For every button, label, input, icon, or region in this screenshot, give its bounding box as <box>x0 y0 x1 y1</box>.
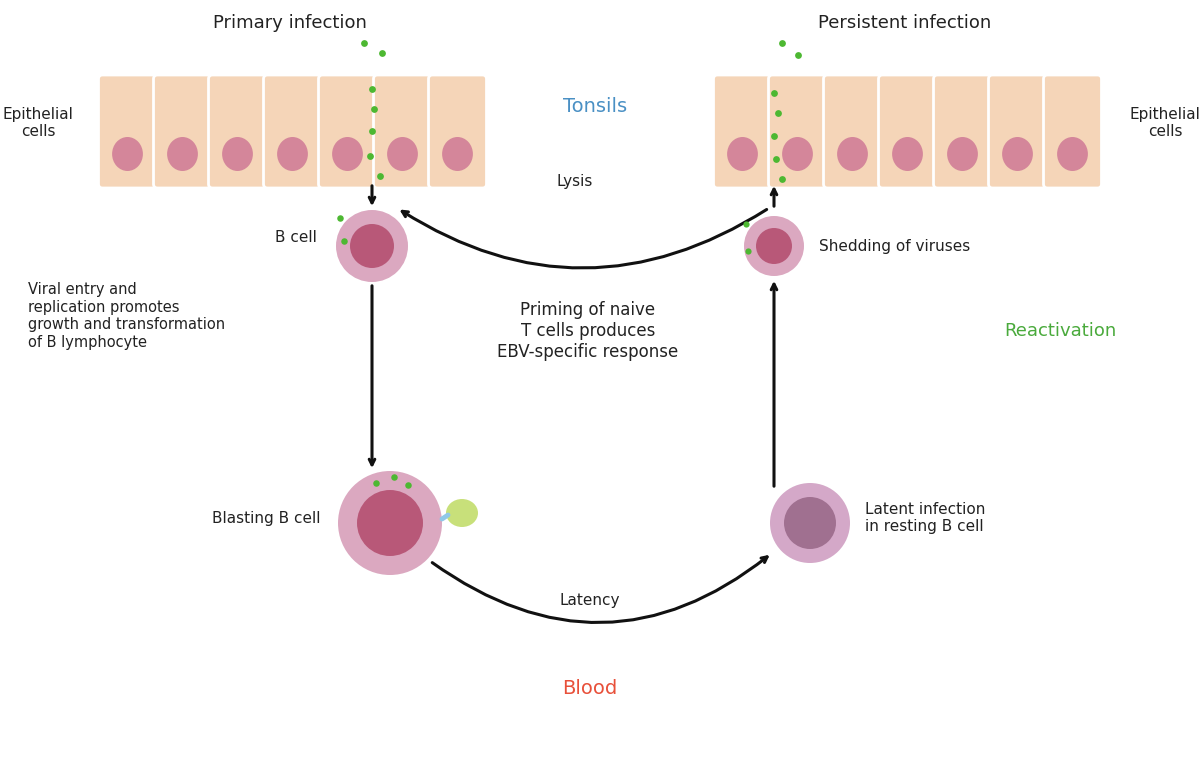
Text: Viral entry and
replication promotes
growth and transformation
of B lymphocyte: Viral entry and replication promotes gro… <box>28 282 226 349</box>
Text: Latent infection
in resting B cell: Latent infection in resting B cell <box>865 501 985 534</box>
Circle shape <box>350 224 394 268</box>
Point <box>362 125 382 137</box>
Point <box>764 130 784 142</box>
FancyBboxPatch shape <box>209 75 266 188</box>
Ellipse shape <box>277 137 308 171</box>
Point <box>372 47 391 59</box>
Circle shape <box>336 210 408 282</box>
Point <box>737 218 756 230</box>
Point <box>767 153 786 165</box>
Ellipse shape <box>838 137 868 171</box>
Ellipse shape <box>782 137 812 171</box>
Text: Epithelial
cells: Epithelial cells <box>2 107 73 139</box>
Ellipse shape <box>442 137 473 171</box>
Circle shape <box>744 216 804 276</box>
Circle shape <box>770 483 850 563</box>
FancyBboxPatch shape <box>373 75 432 188</box>
Point <box>354 37 373 49</box>
Ellipse shape <box>1057 137 1088 171</box>
Point <box>371 170 390 182</box>
Point <box>330 212 349 224</box>
FancyBboxPatch shape <box>823 75 882 188</box>
FancyBboxPatch shape <box>934 75 991 188</box>
Text: Epithelial
cells: Epithelial cells <box>1129 107 1200 139</box>
Text: Blood: Blood <box>563 680 618 699</box>
Circle shape <box>338 471 442 575</box>
Point <box>738 245 757 257</box>
Ellipse shape <box>727 137 758 171</box>
Point <box>768 107 787 119</box>
FancyBboxPatch shape <box>98 75 156 188</box>
Ellipse shape <box>446 499 478 527</box>
Ellipse shape <box>222 137 253 171</box>
Circle shape <box>358 490 424 556</box>
Text: Latency: Latency <box>559 594 620 609</box>
FancyBboxPatch shape <box>989 75 1046 188</box>
Text: Lysis: Lysis <box>557 174 593 189</box>
Text: Shedding of viruses: Shedding of viruses <box>818 238 971 253</box>
Point <box>773 173 792 185</box>
FancyBboxPatch shape <box>318 75 377 188</box>
FancyBboxPatch shape <box>428 75 486 188</box>
Text: B cell: B cell <box>275 231 317 246</box>
FancyBboxPatch shape <box>878 75 936 188</box>
Text: Blasting B cell: Blasting B cell <box>211 511 320 526</box>
FancyBboxPatch shape <box>264 75 322 188</box>
Point <box>788 49 808 61</box>
Ellipse shape <box>892 137 923 171</box>
Circle shape <box>784 497 836 549</box>
Point <box>365 103 384 115</box>
Point <box>335 235 354 247</box>
Ellipse shape <box>167 137 198 171</box>
Text: Reactivation: Reactivation <box>1004 322 1116 340</box>
Ellipse shape <box>1002 137 1033 171</box>
Point <box>362 83 382 95</box>
FancyBboxPatch shape <box>768 75 827 188</box>
Point <box>773 37 792 49</box>
Point <box>384 471 403 483</box>
Point <box>764 87 784 99</box>
Text: Priming of naive
T cells produces
EBV-specific response: Priming of naive T cells produces EBV-sp… <box>497 301 679 361</box>
Text: Persistent infection: Persistent infection <box>818 14 991 32</box>
Point <box>398 479 418 491</box>
Text: Primary infection: Primary infection <box>214 14 367 32</box>
FancyBboxPatch shape <box>714 75 772 188</box>
FancyBboxPatch shape <box>1044 75 1102 188</box>
Ellipse shape <box>388 137 418 171</box>
Point <box>360 150 379 162</box>
FancyBboxPatch shape <box>154 75 211 188</box>
Ellipse shape <box>332 137 362 171</box>
Circle shape <box>756 228 792 264</box>
Ellipse shape <box>947 137 978 171</box>
Text: Tonsils: Tonsils <box>563 97 628 116</box>
Ellipse shape <box>112 137 143 171</box>
Point <box>366 477 385 489</box>
